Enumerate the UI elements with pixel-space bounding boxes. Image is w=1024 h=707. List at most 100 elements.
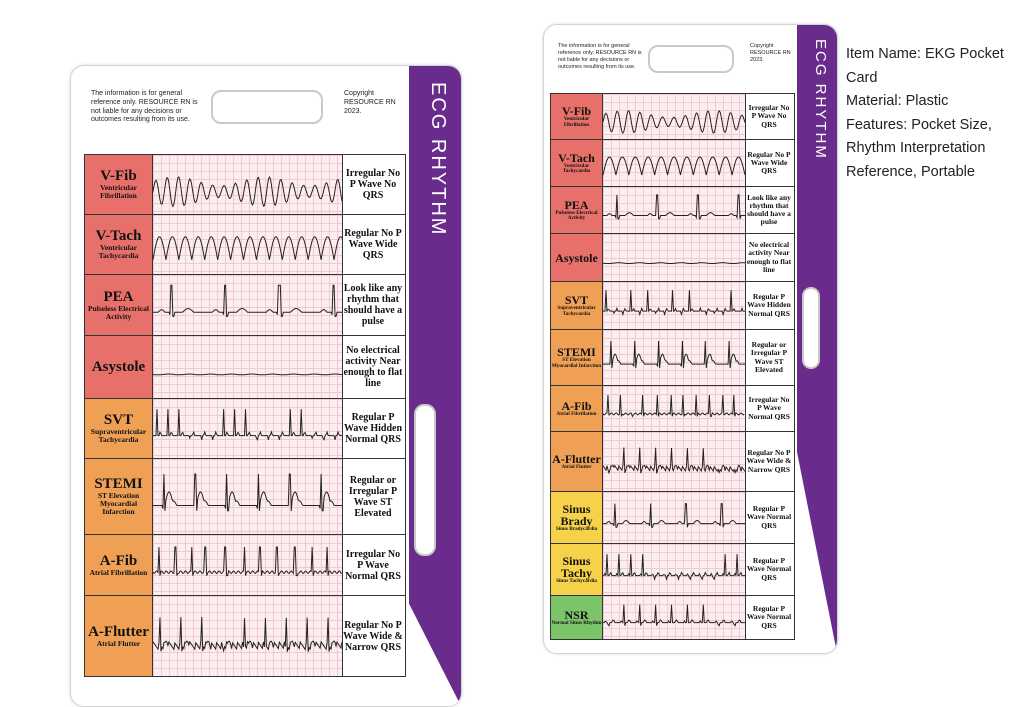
rhythm-name: A-Flutter	[552, 451, 601, 466]
ecg-strip	[603, 282, 746, 329]
lanyard-slot	[648, 45, 734, 73]
ecg-waveform	[153, 284, 342, 317]
rhythm-row: SVT Supraventricular Tachycardia Regular P…	[551, 282, 794, 330]
rhythm-name: Asystole	[555, 250, 598, 265]
rhythm-subtitle: Sinus Tachycardia	[556, 577, 597, 584]
rhythm-name: Sinus Tachy	[561, 553, 592, 580]
ecg-trace	[153, 175, 342, 208]
rhythm-name: A-Fib	[99, 552, 138, 569]
rhythm-row: V-Fib Ventricular Fibrillation Irregular N…	[551, 94, 794, 140]
ecg-strip	[603, 187, 746, 233]
ecg-waveform	[603, 109, 745, 135]
ecg-trace	[603, 156, 745, 176]
rhythm-name-cell: PEA Pulseless Electrical Activity	[551, 187, 603, 233]
rhythm-row: A-Flutter Atrial Flutter Regular No P Wave…	[85, 596, 405, 676]
rhythm-name-cell: A-Fib Atrial Fibrillation	[551, 386, 603, 431]
copyright-text: Copyright RESOURCE RN 2023.	[750, 43, 791, 63]
item-name-text: Item Name: EKG Pocket Card	[846, 46, 1004, 86]
ecg-strip	[153, 215, 343, 274]
rhythm-subtitle: Atrial Flutter	[96, 638, 141, 648]
rhythm-description: Regular P Wave Normal QRS	[746, 556, 792, 582]
rhythm-name: PEA	[564, 197, 589, 212]
rhythm-description: Regular P Wave Hidden Normal QRS	[747, 292, 791, 318]
ecg-trace	[153, 284, 342, 317]
side-slot	[414, 404, 436, 556]
rhythm-name-cell: V-Tach Ventricular Tachycardia	[85, 215, 153, 274]
material-text: Material: Plastic	[846, 93, 949, 109]
ecg-waveform	[153, 473, 342, 512]
ecg-waveform	[603, 156, 745, 176]
rhythm-name-cell: STEMI ST Elevation Myocardial Infarction	[551, 330, 603, 385]
rhythm-row: SVT Supraventricular Tachycardia Regular P…	[85, 399, 405, 459]
rhythm-subtitle: ST Elevation Myocardial Infarction	[97, 491, 140, 516]
rhythm-name: V-Fib	[561, 104, 592, 119]
ecg-strip	[603, 492, 746, 543]
ecg-waveform	[153, 546, 342, 577]
ecg-trace	[153, 373, 342, 376]
rhythm-name: V-Tach	[95, 228, 142, 245]
rhythm-row: PEA Pulseless Electrical Activity Look lik…	[551, 187, 794, 234]
rhythm-description: Look like any rhythm that should have a …	[343, 283, 403, 327]
rhythm-name-cell: STEMI ST Elevation Myocardial Infarction	[85, 459, 153, 534]
rhythm-row: STEMI ST Elevation Myocardial Infarction R…	[85, 459, 405, 535]
rhythm-subtitle: Normal Sinus Rhythm	[551, 619, 602, 626]
rhythm-name-cell: A-Flutter Atrial Flutter	[551, 432, 603, 491]
rhythm-description: Regular P Wave Hidden Normal QRS	[343, 412, 403, 445]
rhythm-name-cell: A-Fib Atrial Fibrillation	[85, 535, 153, 595]
band-title: ECG RHYTHM	[812, 39, 829, 160]
rhythm-name-cell: SVT Supraventricular Tachycardia	[85, 399, 153, 458]
purple-band	[409, 66, 461, 706]
rhythm-name: V-Tach	[558, 150, 595, 165]
rhythm-name: STEMI	[94, 476, 143, 493]
rhythm-name-cell: Sinus Brady Sinus Bradycardia	[551, 492, 603, 543]
rhythm-row: V-Fib Ventricular Fibrillation Irregular N…	[85, 155, 405, 215]
rhythm-row: A-Fib Atrial Fibrillation Irregular No P W…	[85, 535, 405, 596]
disclaimer-text: The information is for general reference…	[558, 43, 642, 70]
ecg-trace	[603, 262, 745, 264]
ecg-waveform	[603, 503, 745, 528]
rhythm-description: Regular No P Wave Wide & Narrow QRS	[343, 619, 403, 653]
rhythm-subtitle: Ventricular Fibrillation	[100, 183, 137, 200]
rhythm-subtitle: Ventricular Fibrillation	[563, 116, 590, 128]
rhythm-row: Asystole No electrical activity Near enou…	[85, 336, 405, 399]
ecg-strip	[153, 459, 343, 534]
ecg-waveform	[153, 617, 342, 653]
rhythm-description: No electrical activity Near enough to fl…	[746, 240, 792, 274]
rhythm-subtitle: ST Elevation Myocardial Infarction	[551, 357, 602, 369]
rhythm-subtitle: Atrial Flutter	[561, 463, 592, 470]
rhythm-name-cell: PEA Pulseless Electrical Activity	[85, 275, 153, 335]
rhythm-grid: V-Fib Ventricular Fibrillation Irregular N…	[550, 93, 795, 640]
product-info: Item Name: EKG Pocket Card Material: Pla…	[846, 43, 1016, 184]
rhythm-name: A-Fib	[561, 398, 592, 413]
ecg-trace	[153, 473, 342, 512]
ecg-strip	[603, 234, 746, 281]
rhythm-description: Irregular No P Wave Normal QRS	[345, 548, 401, 582]
ecg-trace	[153, 546, 342, 577]
rhythm-row: Asystole No electrical activity Near enou…	[551, 234, 794, 282]
rhythm-name: STEMI	[557, 345, 596, 360]
ecg-card-small: ECG RHYTHM The information is for genera…	[543, 24, 838, 654]
rhythm-name: SVT	[564, 293, 589, 308]
ecg-waveform	[153, 236, 342, 260]
rhythm-name: Sinus Brady	[560, 501, 593, 528]
lanyard-slot	[211, 90, 323, 124]
rhythm-row: NSR Normal Sinus Rhythm Regular P Wave Nor…	[551, 596, 794, 639]
rhythm-description: Regular No P Wave Wide & Narrow QRS	[746, 448, 792, 474]
rhythm-subtitle: Ventricular Tachycardia	[98, 243, 139, 260]
rhythm-name-cell: NSR Normal Sinus Rhythm	[551, 596, 603, 639]
rhythm-description: Irregular No P Wave No QRS	[748, 103, 790, 129]
rhythm-description: Look like any rhythm that should have a …	[747, 192, 791, 227]
ecg-strip	[603, 330, 746, 385]
rhythm-description: Regular or Irregular P Wave ST Elevated	[348, 474, 398, 519]
rhythm-name-cell: Asystole	[551, 234, 603, 281]
copyright-text: Copyright RESOURCE RN 2023.	[344, 90, 396, 115]
ecg-trace	[603, 394, 745, 418]
rhythm-grid: V-Fib Ventricular Fibrillation Irregular N…	[84, 154, 406, 677]
ecg-trace	[153, 617, 342, 653]
ecg-strip	[603, 94, 746, 139]
ecg-strip	[153, 535, 343, 595]
ecg-waveform	[603, 340, 745, 369]
disclaimer-text: The information is for general reference…	[91, 90, 198, 124]
ecg-strip	[153, 399, 343, 458]
ecg-trace	[153, 236, 342, 260]
